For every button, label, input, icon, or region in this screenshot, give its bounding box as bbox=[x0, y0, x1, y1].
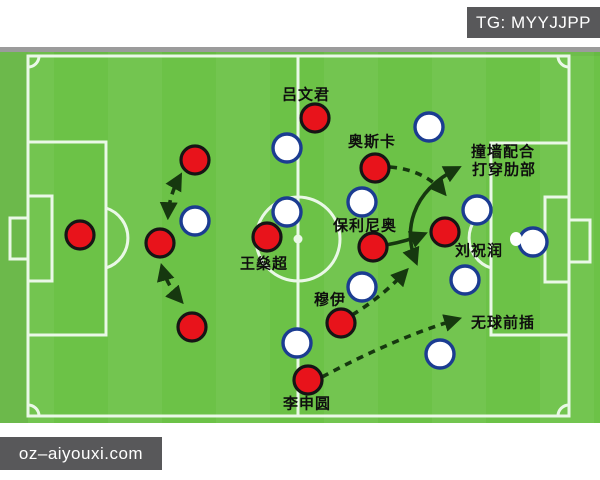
player-marker-white-goalkeeper bbox=[517, 226, 549, 258]
player-marker-red bbox=[179, 144, 211, 176]
player-marker-red-保利尼奥 bbox=[357, 231, 389, 263]
player-marker-white bbox=[449, 264, 481, 296]
arrow-swap-left-top bbox=[159, 172, 183, 221]
corner-arc-top-left bbox=[27, 55, 41, 69]
arrow-swap-left-bottom bbox=[157, 262, 184, 305]
pitch-margin bbox=[28, 52, 600, 56]
player-marker-red-王燊超 bbox=[251, 221, 283, 253]
goal-net-right bbox=[567, 218, 592, 264]
corner-arc-top-right bbox=[556, 55, 570, 69]
arrow-wall-pass-combo bbox=[402, 166, 462, 266]
player-marker-red-李申圆 bbox=[292, 364, 324, 396]
player-marker-red-奥斯卡 bbox=[359, 152, 391, 184]
player-marker-white bbox=[424, 338, 456, 370]
center-spot bbox=[293, 234, 303, 244]
player-marker-white bbox=[179, 205, 211, 237]
pitch-margin bbox=[0, 52, 28, 423]
player-marker-red bbox=[176, 311, 208, 343]
arrow-muyi-run bbox=[351, 267, 409, 317]
penalty-arc-left bbox=[105, 206, 130, 270]
corner-arc-bottom-left bbox=[27, 403, 41, 417]
site-watermark-badge: oz–aiyouxi.com bbox=[0, 437, 162, 470]
player-marker-red-刘祝润 bbox=[429, 216, 461, 248]
telegram-watermark-text: TG: MYYJJPP bbox=[475, 12, 592, 32]
corner-arc-bottom-right bbox=[556, 403, 570, 417]
player-marker-red-穆伊 bbox=[325, 307, 357, 339]
player-marker-white bbox=[413, 111, 445, 143]
movement-arrows bbox=[157, 165, 463, 379]
player-marker-white bbox=[281, 327, 313, 359]
player-marker-red bbox=[144, 227, 176, 259]
player-marker-white bbox=[271, 132, 303, 164]
player-marker-white bbox=[271, 196, 303, 228]
player-marker-white bbox=[346, 186, 378, 218]
telegram-watermark-badge: TG: MYYJJPP bbox=[467, 7, 600, 38]
player-marker-white bbox=[461, 194, 493, 226]
tactics-board: 吕文君 奥斯卡 保利尼奥 王燊超 刘祝润 穆伊 李申圆 撞墙配合 打穿肋部 无球前插 bbox=[0, 47, 600, 423]
player-markers bbox=[64, 102, 549, 396]
goal-net-left bbox=[8, 216, 30, 261]
top-gray-strip bbox=[0, 47, 600, 52]
player-marker-red-吕文君 bbox=[299, 102, 331, 134]
pitch bbox=[0, 47, 600, 423]
arrow-lishenyuan-run bbox=[321, 314, 463, 379]
player-marker-white bbox=[346, 271, 378, 303]
site-watermark-text: oz–aiyouxi.com bbox=[18, 443, 144, 463]
player-marker-red bbox=[64, 219, 96, 251]
arrow-paulinho-pass bbox=[385, 231, 428, 248]
ball bbox=[510, 232, 522, 246]
